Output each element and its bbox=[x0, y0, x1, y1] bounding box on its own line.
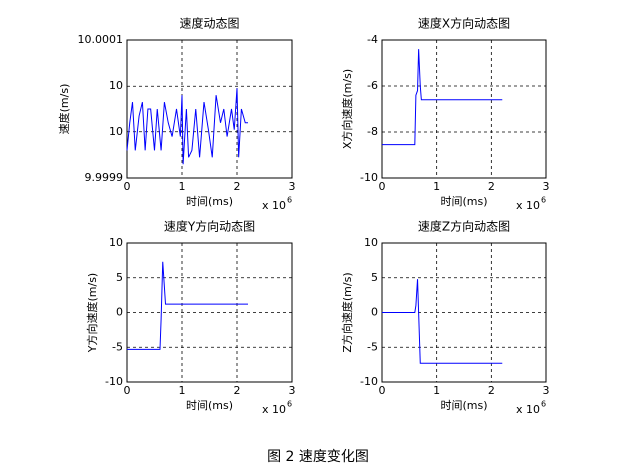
y-tick-label: -4 bbox=[367, 33, 378, 46]
y-tick-label: 0 bbox=[116, 306, 123, 319]
x-tick-label: 2 bbox=[488, 180, 495, 193]
y-axis-label: X方向速度(m/s) bbox=[340, 69, 354, 149]
x-tick-label: 0 bbox=[379, 384, 386, 397]
x-tick-label: 2 bbox=[234, 180, 241, 193]
axes-frame bbox=[126, 39, 293, 179]
x-multiplier: x 10 bbox=[516, 199, 540, 212]
chart-title: 速度X方向动态图 bbox=[418, 16, 510, 31]
plot-area bbox=[127, 40, 292, 178]
data-line bbox=[382, 279, 503, 364]
y-tick-label: -8 bbox=[367, 125, 378, 138]
y-tick-label: -10 bbox=[360, 171, 378, 184]
x-tick-label: 2 bbox=[234, 384, 241, 397]
y-axis-label: 速度(m/s) bbox=[57, 84, 71, 135]
x-tick-label: 0 bbox=[124, 384, 131, 397]
x-multiplier: x 10 bbox=[262, 403, 286, 416]
x-axis-label: 时间(ms) bbox=[440, 195, 487, 208]
plot-area bbox=[382, 40, 546, 178]
x-tick-label: 3 bbox=[543, 180, 550, 193]
x-tick-label: 1 bbox=[433, 384, 440, 397]
x-tick-label: 1 bbox=[179, 384, 186, 397]
data-line bbox=[126, 88, 248, 165]
y-tick-label: 0 bbox=[371, 306, 378, 319]
x-tick-label: 3 bbox=[289, 384, 296, 397]
x-multiplier-exp: 6 bbox=[541, 400, 546, 409]
x-axis-label: 时间(ms) bbox=[186, 399, 233, 412]
chart-title: 速度动态图 bbox=[179, 16, 239, 31]
y-tick-label: -10 bbox=[360, 375, 378, 388]
axes-frame bbox=[381, 39, 547, 179]
y-tick-label: 10 bbox=[364, 236, 378, 249]
data-line bbox=[127, 261, 248, 350]
plot-area bbox=[127, 243, 292, 382]
x-tick-label: 2 bbox=[488, 384, 495, 397]
x-multiplier-exp: 6 bbox=[287, 196, 292, 205]
y-tick-label: 10 bbox=[109, 79, 123, 92]
x-multiplier: x 10 bbox=[516, 403, 540, 416]
y-tick-label: -5 bbox=[112, 340, 123, 353]
x-multiplier-exp: 6 bbox=[541, 196, 546, 205]
x-multiplier: x 10 bbox=[262, 199, 286, 212]
x-tick-label: 3 bbox=[543, 384, 550, 397]
x-axis-label: 时间(ms) bbox=[186, 195, 233, 208]
x-tick-label: 1 bbox=[433, 180, 440, 193]
y-tick-label: 10 bbox=[109, 236, 123, 249]
axes-frame bbox=[126, 242, 293, 383]
chart-title: 速度Z方向动态图 bbox=[418, 219, 510, 234]
data-line bbox=[382, 49, 503, 146]
y-tick-label: 10.0001 bbox=[78, 33, 124, 46]
x-axis-label: 时间(ms) bbox=[440, 399, 487, 412]
chart-title: 速度Y方向动态图 bbox=[164, 219, 255, 234]
y-tick-label: -6 bbox=[367, 79, 378, 92]
x-tick-label: 0 bbox=[124, 180, 131, 193]
y-axis-label: Y方向速度(m/s) bbox=[85, 273, 99, 353]
x-tick-label: 0 bbox=[379, 180, 386, 193]
y-tick-label: 9.9999 bbox=[85, 171, 124, 184]
x-tick-label: 3 bbox=[289, 180, 296, 193]
caption: 图 2 速度变化图 bbox=[267, 449, 369, 465]
x-tick-label: 1 bbox=[179, 180, 186, 193]
x-multiplier-exp: 6 bbox=[287, 400, 292, 409]
y-tick-label: 5 bbox=[116, 271, 123, 284]
y-tick-label: 10 bbox=[109, 125, 123, 138]
y-tick-label: -10 bbox=[105, 375, 123, 388]
y-axis-label: Z方向速度(m/s) bbox=[340, 272, 354, 352]
y-tick-label: -5 bbox=[367, 340, 378, 353]
y-tick-label: 5 bbox=[371, 271, 378, 284]
